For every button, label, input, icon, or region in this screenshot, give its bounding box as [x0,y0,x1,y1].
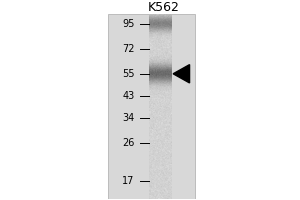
Polygon shape [173,65,190,83]
Bar [108,14,195,199]
Text: 34: 34 [122,113,134,123]
Text: 55: 55 [122,69,134,79]
Text: 72: 72 [122,44,134,54]
Text: K562: K562 [148,1,179,14]
Text: 17: 17 [122,176,134,186]
Text: 95: 95 [122,19,134,29]
Text: 43: 43 [122,91,134,101]
Text: 26: 26 [122,138,134,148]
